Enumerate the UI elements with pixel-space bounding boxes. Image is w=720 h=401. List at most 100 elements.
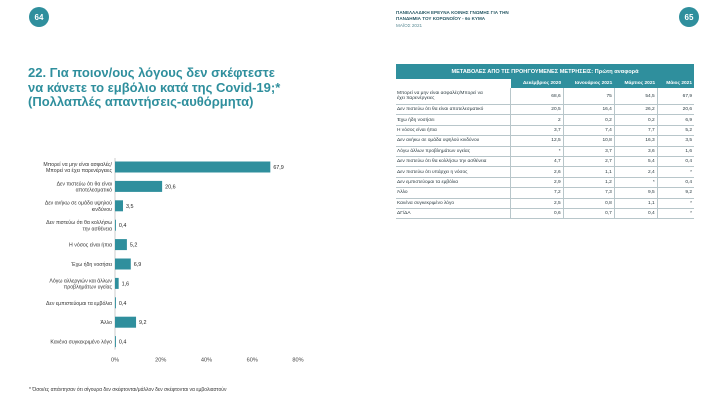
table-cell: 0,4	[613, 208, 658, 220]
survey-title-line1: ΠΑΝΕΛΛΑΔΙΚΗ ΕΡΕΥΝΑ ΚΟΙΝΗΣ ΓΝΩΜΗΣ ΓΙΑ ΤΗΝ	[396, 10, 509, 15]
question-line-1: 22. Για ποιον/ους λόγους δεν σκέφτεστε	[28, 65, 275, 80]
table-cell: 9,2	[656, 187, 694, 199]
value-label: 1,6	[122, 281, 130, 287]
table-row: Έχω ήδη νοσήσει 2 0,2 0,2 6,9	[396, 114, 694, 126]
bar	[115, 200, 124, 212]
table-cell: 12,5	[510, 135, 564, 147]
table-row: Η νόσος είναι ήπια 3,7 7,4 7,7 5,2	[396, 125, 694, 137]
table-cell: 16,4	[562, 104, 615, 116]
table-cell: 75	[562, 88, 615, 105]
category-label: Δεν πιστεύω ότι θα είναι αποτελεσματικό	[57, 180, 113, 193]
table-cell: 7,4	[562, 125, 615, 137]
table-cell: 5,2	[656, 125, 694, 137]
table-cell: 0,2	[613, 114, 658, 126]
table-row: Άλλο 7,2 7,3 9,5 9,2	[396, 187, 694, 199]
changes-table: ΜΕΤΑΒΟΛΕΣ ΑΠΟ ΤΙΣ ΠΡΟΗΓΟΥΜΕΝΕΣ ΜΕΤΡΗΣΕΙΣ…	[396, 64, 694, 220]
table-cell: *	[613, 177, 658, 189]
table-column-header: Ιανουάριος 2021	[563, 79, 615, 88]
value-label: 67,9	[273, 165, 284, 171]
table-header-blank	[396, 79, 511, 88]
table-row: Δεν πιστεύω ότι υπάρχει η νόσος 2,6 1,1 2,4…	[396, 166, 694, 178]
table-cell: *	[656, 166, 694, 178]
value-label: 0,4	[119, 301, 127, 307]
table-cell: 20,5	[510, 104, 564, 116]
table-row-label: Κανένα συγκεκριμένο λόγο	[396, 198, 511, 209]
table-row: Δεν ανήκω σε ομάδα υψηλού κινδύνου 12,5 10…	[396, 135, 694, 147]
table-row: Δεν πιστεύω ότι θα κολλήσω την ασθένεια 4…	[396, 156, 694, 168]
page-number-right: 65	[679, 7, 699, 27]
question-title: 22. Για ποιον/ους λόγους δεν σκέφτεστε ν…	[28, 65, 328, 110]
category-label: Λόγω αλλεργιών και άλλων προβλημάτων υγεί…	[49, 277, 112, 290]
table-cell: 20,6	[656, 104, 694, 116]
table-cell: 0,8	[562, 198, 615, 209]
bar	[115, 161, 271, 173]
value-label: 9,2	[139, 320, 147, 326]
table-cell: 6,9	[656, 114, 694, 126]
horizontal-bar-chart: Μπορεί να μην είναι ασφαλές/Μπορεί να έχ…	[43, 158, 304, 364]
survey-date: ΜΑΪΟΣ 2021	[396, 23, 423, 28]
page-number-left: 64	[29, 7, 49, 27]
value-label: 20,6	[165, 184, 176, 190]
table-row: Λόγω άλλων προβλημάτων υγείας * 3,7 3,6 1,6	[396, 146, 694, 157]
table-row-label: Δεν εμπιστεύομαι τα εμβόλια	[396, 177, 511, 189]
table-row-label: Δεν ανήκω σε ομάδα υψηλού κινδύνου	[396, 135, 511, 147]
survey-header: ΠΑΝΕΛΛΑΔΙΚΗ ΕΡΕΥΝΑ ΚΟΙΝΗΣ ΓΝΩΜΗΣ ΓΙΑ ΤΗΝ…	[396, 10, 509, 29]
table-cell: 3,7	[510, 125, 564, 137]
table-cell: *	[656, 198, 694, 209]
table-cell: 2,5	[510, 198, 564, 209]
table-cell: 0,7	[562, 208, 615, 220]
table-row: Δεν εμπιστεύομαι τα εμβόλια 2,9 1,2 * 0,4	[396, 177, 694, 189]
table-row: ΔΓ/ΔΑ 0,6 0,7 0,4 *	[396, 208, 694, 220]
table-row: Δεν πιστεύω ότι θα είναι αποτελεσματικό 2…	[396, 104, 694, 116]
table-row-label: Δεν πιστεύω ότι υπάρχει η νόσος	[396, 166, 511, 178]
category-label: Δεν πιστεύω ότι θα κολλήσω την ασθένεια	[46, 219, 112, 232]
category-label: Δεν εμπιστεύομαι τα εμβόλια	[46, 300, 112, 307]
value-label: 0,4	[119, 223, 127, 229]
table-cell: 3,6	[613, 146, 658, 157]
bar	[115, 277, 119, 289]
table-row-label: Μπορεί να μην είναι ασφαλές/Μπορεί να έχε…	[396, 88, 511, 105]
table-column-header: Δεκέμβριος 2020	[510, 79, 564, 88]
table-cell: 2	[510, 114, 564, 126]
question-line-3: (Πολλαπλές απαντήσεις-αυθόρμητα)	[28, 94, 254, 109]
table-column-header: Μάρτιος 2021	[614, 79, 658, 88]
table-cell: 2,9	[510, 177, 564, 189]
category-label: Έχω ήδη νοσήσει	[71, 261, 112, 268]
bar	[115, 239, 127, 251]
table-cell: 67,9	[656, 88, 694, 105]
table-header-row: Δεκέμβριος 2020 Ιανουάριος 2021 Μάρτιος 20…	[396, 79, 694, 88]
value-label: 0,4	[119, 340, 127, 346]
table-cell: 9,5	[613, 187, 658, 199]
table-row-label: ΔΓ/ΔΑ	[396, 208, 511, 220]
table-cell: 1,1	[613, 198, 658, 209]
table-cell: 0,2	[562, 114, 615, 126]
table-row: Κανένα συγκεκριμένο λόγο 2,5 0,8 1,1 *	[396, 198, 694, 209]
category-label: Άλλο	[101, 320, 113, 326]
table-cell: 0,4	[656, 156, 694, 168]
table-row-label: Η νόσος είναι ήπια	[396, 125, 511, 137]
survey-title-line2: ΠΑΝΔΗΜΙΑ ΤΟΥ ΚΟΡΩΝΟΪΟΥ - 6ο ΚΥΜΑ	[396, 16, 486, 21]
bar	[115, 297, 116, 309]
table-cell: 16,3	[613, 135, 658, 147]
x-tick-label: 80%	[292, 358, 303, 364]
table-cell: 3,7	[562, 146, 615, 157]
table-row-label: Δεν πιστεύω ότι θα είναι αποτελεσματικό	[396, 104, 511, 116]
bar	[115, 180, 163, 192]
table-body: Μπορεί να μην είναι ασφαλές/Μπορεί να έχε…	[396, 88, 694, 220]
table-title: ΜΕΤΑΒΟΛΕΣ ΑΠΟ ΤΙΣ ΠΡΟΗΓΟΥΜΕΝΕΣ ΜΕΤΡΗΣΕΙΣ…	[396, 64, 694, 79]
table-cell: 54,5	[613, 88, 658, 105]
table-cell: 10,8	[562, 135, 615, 147]
table-cell: 3,5	[656, 135, 694, 147]
category-label: Δεν ανήκω σε ομάδα υψηλού κινδύνου	[45, 200, 112, 213]
x-tick-label: 60%	[247, 358, 258, 364]
table-cell: *	[656, 208, 694, 220]
table-cell: 4,7	[510, 156, 564, 168]
table-row-label: Άλλο	[396, 187, 511, 199]
table-row-label: Δεν πιστεύω ότι θα κολλήσω την ασθένεια	[396, 156, 511, 168]
category-label: Κανένα συγκεκριμένο λόγο	[50, 339, 112, 346]
x-tick-label: 40%	[201, 358, 212, 364]
table-row: Μπορεί να μην είναι ασφαλές/Μπορεί να έχε…	[396, 88, 694, 105]
table-cell: 7,3	[562, 187, 615, 199]
table-cell: 7,2	[510, 187, 564, 199]
value-label: 3,5	[126, 204, 134, 210]
